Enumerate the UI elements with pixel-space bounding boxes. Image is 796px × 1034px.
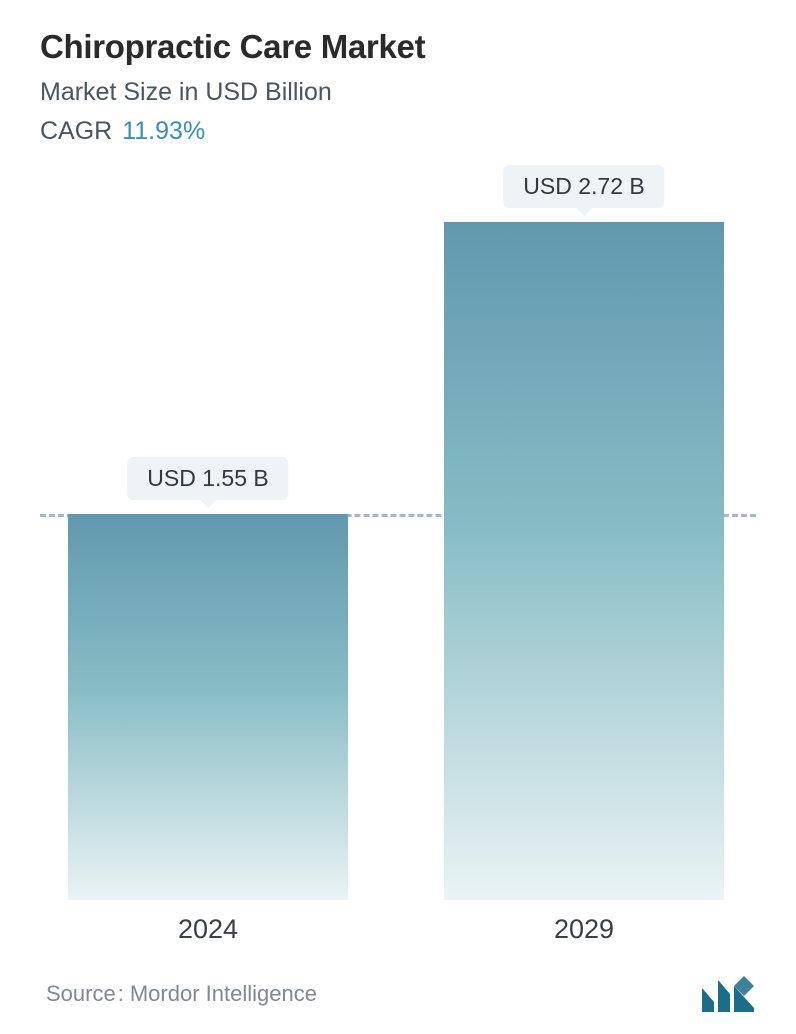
cagr-label: CAGR <box>40 117 112 145</box>
source-line: Source:Mordor Intelligence <box>46 981 317 1007</box>
chart-title: Chiropractic Care Market <box>40 28 756 66</box>
source-label: Source <box>46 981 116 1006</box>
cagr-value: 11.93% <box>122 117 205 145</box>
value-label-2029: USD 2.72 B <box>503 165 664 208</box>
chart-subtitle: Market Size in USD Billion <box>40 78 756 107</box>
chart-container: Chiropractic Care Market Market Size in … <box>0 0 796 1034</box>
source-value: Mordor Intelligence <box>130 981 317 1006</box>
cagr-line: CAGR 11.93% <box>40 117 756 146</box>
x-label-2024: 2024 <box>178 914 238 945</box>
x-label-2029: 2029 <box>554 914 614 945</box>
mordor-logo-icon <box>700 974 756 1014</box>
chart-area: USD 1.55 B 2024 USD 2.72 B 2029 <box>40 164 756 970</box>
bar-2029: USD 2.72 B 2029 <box>444 222 724 900</box>
bar-fill-2024 <box>68 514 348 900</box>
bar-fill-2029 <box>444 222 724 900</box>
plot-region: USD 1.55 B 2024 USD 2.72 B 2029 <box>40 222 756 900</box>
footer: Source:Mordor Intelligence <box>40 970 756 1014</box>
source-colon: : <box>118 981 124 1006</box>
value-label-2024: USD 1.55 B <box>127 457 288 500</box>
bar-2024: USD 1.55 B 2024 <box>68 514 348 900</box>
